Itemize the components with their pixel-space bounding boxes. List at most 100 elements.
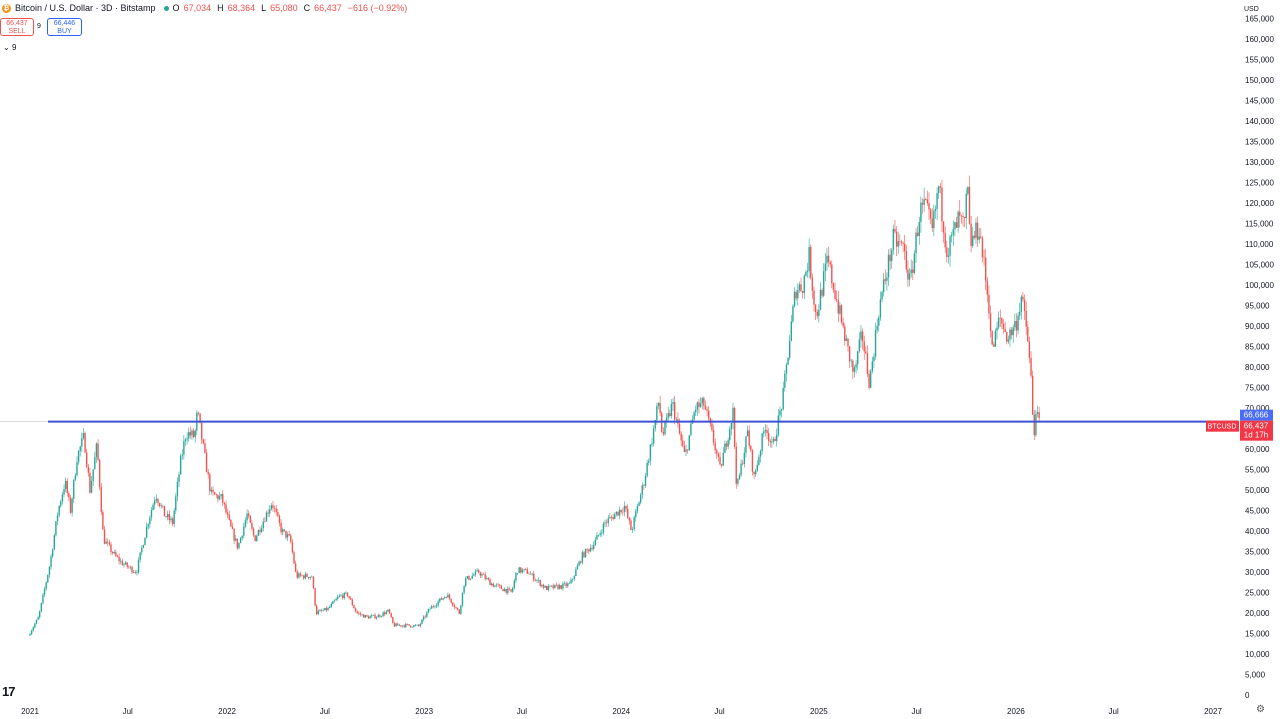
candle-body bbox=[474, 571, 477, 575]
candle-body bbox=[73, 479, 75, 499]
candle-body bbox=[341, 595, 344, 599]
candle-body bbox=[147, 524, 149, 527]
candle-body bbox=[168, 514, 171, 521]
candle-body bbox=[526, 569, 528, 574]
candle-body bbox=[788, 340, 791, 358]
x-tick-label: Jul bbox=[123, 707, 133, 716]
candle-body bbox=[324, 607, 326, 611]
x-tick-label: Jul bbox=[517, 707, 527, 716]
candle-body bbox=[683, 445, 686, 452]
symbol-title[interactable]: Bitcoin / U.S. Dollar · 3D · Bitstamp bbox=[15, 3, 156, 13]
candle-body bbox=[427, 608, 430, 613]
gear-icon[interactable]: ⚙ bbox=[1256, 704, 1265, 715]
candle-body bbox=[306, 573, 308, 578]
y-tick-label: 60,000 bbox=[1245, 445, 1270, 454]
candle-body bbox=[445, 596, 447, 598]
candle-body bbox=[319, 610, 321, 612]
candle-body bbox=[952, 229, 954, 235]
candle-body bbox=[1025, 311, 1027, 327]
candle-body bbox=[855, 364, 857, 368]
candle-body bbox=[317, 611, 320, 615]
candle-body bbox=[690, 423, 692, 436]
candle-body bbox=[916, 232, 919, 236]
candle-body bbox=[396, 623, 399, 626]
candle-body bbox=[761, 433, 763, 451]
candle-body bbox=[379, 615, 381, 617]
candle-body bbox=[876, 325, 878, 331]
candle-body bbox=[894, 228, 896, 232]
candle-body bbox=[994, 330, 997, 347]
candle-body bbox=[651, 443, 653, 445]
spread-value: 9 bbox=[37, 23, 41, 30]
candle-body bbox=[756, 464, 758, 471]
candle-body bbox=[673, 402, 676, 420]
candle-body bbox=[997, 317, 1000, 328]
candle-body bbox=[362, 614, 365, 618]
candle-body bbox=[200, 422, 203, 440]
currency-unit[interactable]: USD bbox=[1244, 6, 1259, 13]
candle-body bbox=[831, 264, 833, 284]
candle-body bbox=[733, 407, 736, 447]
candle-body bbox=[954, 222, 956, 230]
candle-body bbox=[120, 560, 122, 562]
candle-body bbox=[745, 436, 747, 453]
candle-body bbox=[520, 567, 522, 573]
candle-body bbox=[366, 615, 368, 617]
candle-body bbox=[866, 353, 869, 374]
candle-body bbox=[286, 534, 289, 538]
candle-body bbox=[42, 594, 44, 604]
candle-body bbox=[184, 439, 187, 442]
y-tick-label: 135,000 bbox=[1245, 138, 1274, 147]
candle-body bbox=[934, 208, 937, 211]
candle-body bbox=[1030, 357, 1032, 376]
candle-body bbox=[790, 321, 793, 341]
candle-body bbox=[118, 556, 120, 562]
candle-body bbox=[35, 619, 38, 624]
candle-body bbox=[296, 571, 298, 578]
candle-body bbox=[76, 462, 78, 476]
sell-button[interactable]: 66,437 SELL bbox=[0, 18, 34, 36]
candle-body bbox=[801, 291, 804, 293]
candle-body bbox=[507, 588, 509, 593]
candle-body bbox=[275, 508, 277, 513]
candle-body bbox=[707, 410, 710, 419]
candle-body bbox=[882, 279, 885, 293]
candle-body bbox=[186, 438, 188, 440]
candle-body bbox=[554, 584, 556, 589]
candle-body bbox=[993, 344, 995, 347]
candle-body bbox=[47, 574, 49, 583]
tradingview-logo-icon[interactable]: 17 bbox=[2, 684, 16, 699]
buy-button[interactable]: 66,446 BUY bbox=[47, 18, 82, 36]
candle-body bbox=[92, 469, 94, 481]
candle-body bbox=[239, 537, 242, 544]
candle-body bbox=[774, 438, 776, 442]
candle-body bbox=[220, 494, 222, 497]
current-price-label: 66,437 bbox=[1244, 422, 1269, 431]
candle-body bbox=[588, 549, 590, 552]
candle-body bbox=[975, 222, 977, 238]
candle-body bbox=[835, 298, 838, 301]
candle-body bbox=[452, 602, 454, 606]
candle-body bbox=[926, 199, 929, 204]
candle-body bbox=[34, 623, 36, 628]
candle-body bbox=[197, 412, 200, 414]
candle-body bbox=[476, 570, 478, 572]
candle-body bbox=[699, 403, 702, 407]
candle-body bbox=[139, 552, 141, 560]
candle-body bbox=[192, 430, 195, 438]
candle-body bbox=[278, 515, 281, 523]
indicators-toggle[interactable]: ⌄ 9 bbox=[3, 43, 16, 52]
candle-body bbox=[241, 535, 243, 538]
candle-body bbox=[435, 605, 438, 607]
candle-body bbox=[913, 253, 916, 273]
x-tick-label: 2026 bbox=[1007, 707, 1025, 716]
candle-body bbox=[490, 583, 493, 586]
candle-body bbox=[701, 397, 703, 404]
candle-body bbox=[531, 573, 533, 575]
candle-body bbox=[380, 616, 383, 617]
candle-body bbox=[570, 579, 572, 584]
candle-body bbox=[534, 580, 537, 581]
candle-body bbox=[1023, 299, 1026, 312]
candle-body bbox=[892, 228, 895, 251]
